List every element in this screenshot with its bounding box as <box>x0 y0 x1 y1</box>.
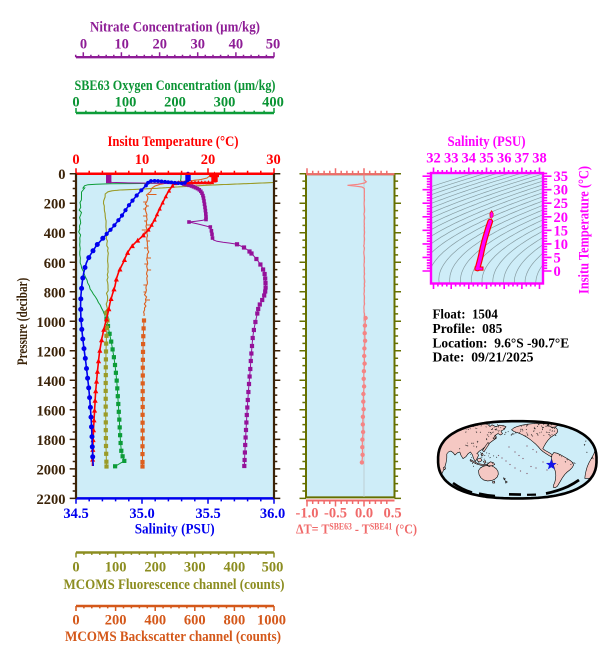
svg-text:800: 800 <box>44 285 66 301</box>
svg-text:32: 32 <box>426 151 441 167</box>
svg-text:-0.5: -0.5 <box>324 506 347 522</box>
svg-text:30: 30 <box>191 37 206 53</box>
svg-text:100: 100 <box>105 560 127 576</box>
svg-text:0.5: 0.5 <box>383 506 401 522</box>
svg-text:0.0: 0.0 <box>355 506 373 522</box>
svg-text:Salinity (PSU): Salinity (PSU) <box>135 522 215 538</box>
svg-text:300: 300 <box>214 95 236 111</box>
svg-text:33: 33 <box>444 151 459 167</box>
svg-text:40: 40 <box>229 37 244 53</box>
svg-text:25: 25 <box>554 196 569 212</box>
svg-text:38: 38 <box>532 151 547 167</box>
svg-text:200: 200 <box>144 560 166 576</box>
svg-text:MCOMS Backscatter channel (cou: MCOMS Backscatter channel (counts) <box>65 629 281 645</box>
svg-text:36: 36 <box>497 151 512 167</box>
svg-text:Insitu Temperature (°C): Insitu Temperature (°C) <box>577 166 593 294</box>
svg-text:Salinity (PSU): Salinity (PSU) <box>448 134 526 150</box>
svg-text:Date: 09/21/2025: Date: 09/21/2025 <box>433 350 534 365</box>
svg-text:34.5: 34.5 <box>63 506 88 522</box>
svg-text:400: 400 <box>224 560 246 576</box>
svg-text:200: 200 <box>164 95 186 111</box>
svg-text:Insitu Temperature (°C): Insitu Temperature (°C) <box>108 134 239 150</box>
svg-text:20: 20 <box>554 210 569 226</box>
svg-text:30: 30 <box>554 183 569 199</box>
svg-text:ΔT= TSBE63 - TSBE41 (°C): ΔT= TSBE63 - TSBE41 (°C) <box>296 521 417 537</box>
svg-text:1400: 1400 <box>37 374 66 390</box>
svg-text:0: 0 <box>72 152 79 168</box>
svg-text:200: 200 <box>44 197 66 213</box>
svg-text:800: 800 <box>224 613 246 629</box>
svg-text:1800: 1800 <box>37 433 66 449</box>
svg-text:400: 400 <box>262 95 284 111</box>
svg-text:MCOMS Fluorescence channel (co: MCOMS Fluorescence channel (counts) <box>64 577 285 593</box>
svg-text:50: 50 <box>266 37 281 53</box>
svg-text:400: 400 <box>144 613 166 629</box>
svg-text:1000: 1000 <box>257 613 286 629</box>
svg-text:15: 15 <box>554 223 569 239</box>
svg-text:1200: 1200 <box>37 344 66 360</box>
svg-text:500: 500 <box>262 560 284 576</box>
svg-text:20: 20 <box>201 152 216 168</box>
svg-text:35: 35 <box>554 169 569 185</box>
svg-text:100: 100 <box>115 95 137 111</box>
svg-text:1600: 1600 <box>37 403 66 419</box>
svg-text:1000: 1000 <box>37 315 66 331</box>
svg-text:300: 300 <box>184 560 206 576</box>
svg-text:0: 0 <box>72 95 79 111</box>
svg-text:10: 10 <box>554 237 569 253</box>
svg-text:2200: 2200 <box>37 492 66 508</box>
svg-text:2000: 2000 <box>37 462 66 478</box>
svg-text:35.5: 35.5 <box>195 506 220 522</box>
svg-text:400: 400 <box>44 226 66 242</box>
svg-text:35.0: 35.0 <box>129 506 154 522</box>
svg-text:Profile: 085: Profile: 085 <box>433 321 503 336</box>
svg-text:SBE63 Oxygen Concentration (µm: SBE63 Oxygen Concentration (µm/kg) <box>75 78 276 94</box>
svg-text:34: 34 <box>462 151 477 167</box>
svg-text:20: 20 <box>152 37 167 53</box>
svg-text:35: 35 <box>479 151 494 167</box>
svg-text:36.0: 36.0 <box>260 506 285 522</box>
svg-text:600: 600 <box>184 613 206 629</box>
svg-text:Pressure (decibar): Pressure (decibar) <box>15 278 31 366</box>
svg-text:-1.0: -1.0 <box>296 506 319 522</box>
svg-text:5: 5 <box>554 250 561 266</box>
svg-text:200: 200 <box>105 613 127 629</box>
svg-text:Float: 1504: Float: 1504 <box>433 307 499 322</box>
svg-text:30: 30 <box>266 152 281 168</box>
svg-text:0: 0 <box>72 560 79 576</box>
svg-text:0: 0 <box>72 613 79 629</box>
svg-text:37: 37 <box>515 151 530 167</box>
svg-text:600: 600 <box>44 256 66 272</box>
svg-text:10: 10 <box>135 152 150 168</box>
svg-text:Nitrate Concentration (µm/kg): Nitrate Concentration (µm/kg) <box>90 20 260 36</box>
svg-text:0: 0 <box>554 264 561 280</box>
svg-text:0: 0 <box>80 37 87 53</box>
svg-text:0: 0 <box>58 167 65 183</box>
svg-text:10: 10 <box>114 37 129 53</box>
svg-text:Location: 9.6°S -90.7°E: Location: 9.6°S -90.7°E <box>433 335 570 350</box>
